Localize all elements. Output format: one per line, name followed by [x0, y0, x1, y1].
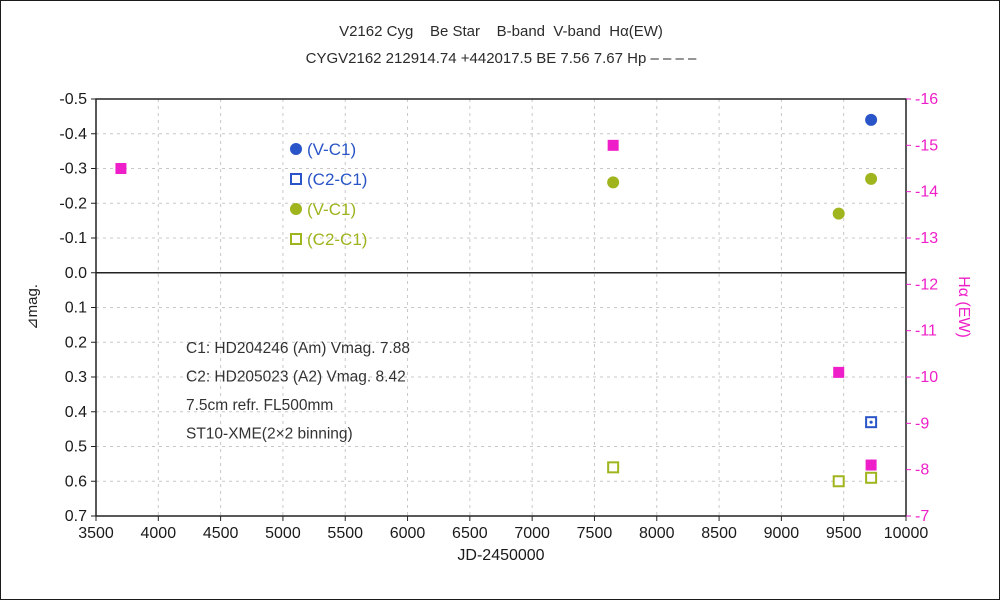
y-left-tick-label: 0.2: [65, 334, 87, 351]
y-left-tick-label: 0.7: [65, 508, 87, 525]
y-left-tick-label: -0.4: [59, 126, 87, 143]
x-tick-label: 6000: [390, 525, 426, 542]
y-right-tick-label: -12: [915, 276, 938, 293]
y-left-tick-label: -0.3: [59, 161, 87, 178]
y-left-tick-label: 0.6: [65, 473, 87, 490]
x-tick-label: 3500: [78, 525, 114, 542]
y-right-tick-label: -14: [915, 184, 938, 201]
data-point: [607, 461, 620, 474]
data-point: [290, 173, 302, 185]
x-tick-label: 5000: [265, 525, 301, 542]
y-left-tick-label: 0.3: [65, 369, 87, 386]
y-right-axis-label: Hα (EW): [955, 276, 972, 338]
y-left-tick-label: -0.2: [59, 195, 87, 212]
y-left-tick-label: -0.1: [59, 230, 87, 247]
x-tick-label: 10000: [884, 525, 929, 542]
chart-title: V2162 Cyg Be Star B-band V-band Hα(EW): [339, 23, 663, 40]
y-right-tick-label: -10: [915, 369, 938, 386]
y-right-tick-label: -15: [915, 137, 938, 154]
x-tick-label: 8500: [701, 525, 737, 542]
data-point: [290, 203, 302, 215]
y-left-tick-label: 0.0: [65, 265, 87, 282]
y-left-axis-label: ⊿mag.: [24, 284, 41, 330]
data-point: [833, 366, 845, 378]
data-point: [865, 172, 878, 185]
x-tick-label: 9500: [826, 525, 862, 542]
x-tick-label: 9000: [764, 525, 800, 542]
x-tick-label: 6500: [452, 525, 488, 542]
y-right-tick-label: -13: [915, 230, 938, 247]
data-point: [865, 459, 877, 471]
data-point: [865, 471, 878, 484]
data-point: [832, 207, 845, 220]
y-right-tick-label: -9: [915, 415, 929, 432]
data-point: [290, 143, 302, 155]
legend-label: (V-C1): [307, 200, 356, 219]
y-left-tick-label: 0.1: [65, 300, 87, 317]
x-tick-label: 5500: [327, 525, 363, 542]
data-point: [607, 176, 620, 189]
legend-label: (C2-C1): [307, 170, 367, 189]
annotation-line: C2: HD205023 (A2) Vmag. 8.42: [186, 369, 406, 386]
y-right-tick-label: -11: [915, 323, 937, 340]
y-right-tick-label: -7: [915, 508, 929, 525]
data-point: [115, 163, 127, 174]
chart-subtitle: CYGV2162 212914.74 +442017.5 BE 7.56 7.6…: [305, 50, 697, 67]
x-tick-label: 7500: [577, 525, 613, 542]
annotation-line: ST10-XME(2×2 binning): [186, 426, 353, 443]
data-point: [607, 139, 619, 151]
x-tick-label: 4500: [203, 525, 239, 542]
y-left-tick-label: 0.4: [65, 404, 87, 421]
annotation-line: C1: HD204246 (Am) Vmag. 7.88: [186, 340, 410, 357]
y-right-tick-label: -8: [915, 462, 929, 479]
x-tick-label: 7000: [514, 525, 550, 542]
legend-label: (C2-C1): [307, 230, 367, 249]
y-right-tick-label: -16: [915, 91, 938, 108]
annotation-line: 7.5cm refr. FL500mm: [186, 397, 333, 414]
x-axis-label: JD-2450000: [457, 547, 544, 564]
data-point: [869, 420, 873, 424]
y-left-tick-label: -0.5: [59, 91, 87, 108]
x-tick-label: 8000: [639, 525, 675, 542]
data-point: [290, 233, 302, 245]
x-tick-label: 4000: [141, 525, 177, 542]
legend-label: (V-C1): [307, 140, 356, 159]
y-left-tick-label: 0.5: [65, 439, 87, 456]
data-point: [865, 113, 878, 126]
data-point: [832, 475, 845, 488]
